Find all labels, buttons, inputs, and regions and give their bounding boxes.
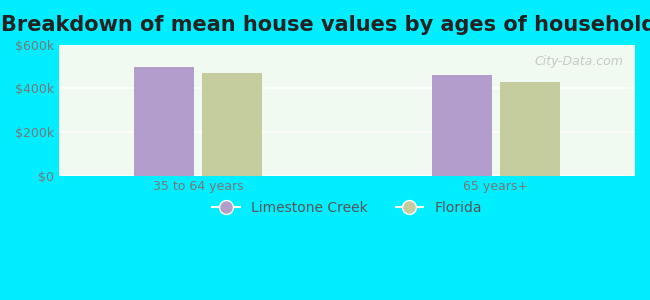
Bar bbox=[500, 82, 560, 176]
Bar bbox=[135, 67, 194, 176]
Bar bbox=[202, 73, 261, 176]
Title: Breakdown of mean house values by ages of householders: Breakdown of mean house values by ages o… bbox=[1, 15, 650, 35]
Text: City-Data.com: City-Data.com bbox=[534, 55, 623, 68]
Legend: Limestone Creek, Florida: Limestone Creek, Florida bbox=[207, 196, 488, 221]
Bar bbox=[432, 75, 492, 176]
